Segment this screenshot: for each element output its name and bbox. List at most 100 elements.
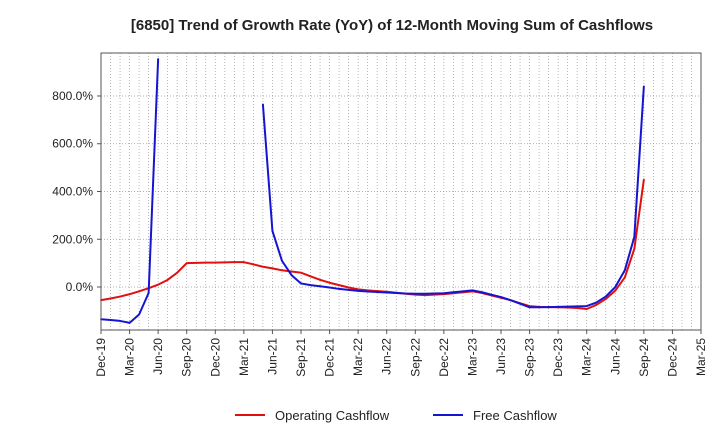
data-point xyxy=(433,292,436,295)
data-point xyxy=(566,305,569,308)
data-point xyxy=(338,288,340,290)
data-point xyxy=(338,284,340,287)
data-point xyxy=(623,276,626,279)
data-point xyxy=(166,278,169,281)
data-point xyxy=(271,230,274,232)
data-point xyxy=(290,274,293,276)
data-point xyxy=(128,321,131,324)
data-point xyxy=(557,305,560,308)
data-point xyxy=(642,85,645,88)
data-point xyxy=(109,297,112,300)
data-point xyxy=(309,275,312,278)
data-point xyxy=(128,293,131,296)
data-point xyxy=(157,283,160,286)
x-tick-label: Mar-24 xyxy=(580,338,594,376)
x-tick-label: Mar-21 xyxy=(237,338,251,376)
data-point xyxy=(481,291,483,294)
data-point xyxy=(585,305,588,308)
y-tick-label: 0.0% xyxy=(66,280,94,294)
data-point xyxy=(614,286,617,288)
data-point xyxy=(204,261,207,264)
x-tick-label: Dec-21 xyxy=(323,338,337,377)
data-point xyxy=(395,292,398,294)
data-point xyxy=(214,261,217,264)
data-point xyxy=(309,284,312,287)
y-tick-label: 400.0% xyxy=(52,185,93,199)
x-tick-label: Sep-21 xyxy=(294,338,308,377)
y-tick-label: 600.0% xyxy=(52,137,93,151)
data-point xyxy=(281,259,283,262)
data-point xyxy=(138,313,140,316)
data-point xyxy=(281,269,283,272)
x-tick-label: Dec-23 xyxy=(551,338,565,377)
data-point xyxy=(576,305,579,308)
data-point xyxy=(452,291,455,294)
x-tick-label: Sep-20 xyxy=(180,338,194,377)
data-point xyxy=(623,269,626,272)
data-point xyxy=(319,285,321,288)
data-point xyxy=(290,270,293,273)
data-point xyxy=(519,302,521,305)
data-point xyxy=(252,263,255,266)
data-point xyxy=(195,261,198,264)
data-point xyxy=(147,292,150,294)
x-tick-label: Mar-20 xyxy=(123,338,137,376)
x-tick-label: Dec-20 xyxy=(208,338,222,377)
x-tick-label: Sep-24 xyxy=(637,338,651,377)
series-layer xyxy=(100,58,645,324)
data-point xyxy=(157,58,160,60)
data-point xyxy=(185,262,188,265)
data-point xyxy=(376,291,379,293)
data-point xyxy=(576,307,579,309)
x-tick-label: Dec-19 xyxy=(94,338,108,377)
data-point xyxy=(347,288,350,291)
data-point xyxy=(604,295,607,298)
chart-title: [6850] Trend of Growth Rate (YoY) of 12-… xyxy=(131,17,653,34)
data-point xyxy=(262,265,264,268)
data-point xyxy=(614,289,617,292)
x-tick-label: Jun-20 xyxy=(151,338,165,375)
x-tick-label: Mar-22 xyxy=(351,338,365,376)
data-point xyxy=(538,306,540,309)
data-point xyxy=(242,261,245,264)
legend-label: Operating Cashflow xyxy=(275,408,390,423)
data-point xyxy=(109,319,112,321)
data-point xyxy=(319,278,321,281)
data-point xyxy=(119,295,121,298)
data-point xyxy=(509,299,512,302)
x-tick-label: Dec-22 xyxy=(437,338,451,377)
data-point xyxy=(262,103,264,106)
data-point xyxy=(585,308,588,310)
data-point xyxy=(347,286,350,289)
data-point xyxy=(633,247,636,250)
data-point xyxy=(642,178,645,181)
x-tick-label: Sep-22 xyxy=(408,338,422,377)
data-point xyxy=(300,282,302,285)
x-tick-label: Jun-22 xyxy=(380,338,394,375)
legend: Operating Cashflow Free Cashflow xyxy=(235,408,557,423)
grid xyxy=(100,53,702,330)
y-tick-label: 200.0% xyxy=(52,232,93,246)
data-point xyxy=(404,292,407,295)
y-axis-ticks: 0.0% 200.0% 400.0% 600.0% 800.0% xyxy=(52,89,101,294)
x-tick-label: Sep-23 xyxy=(523,338,537,377)
data-point xyxy=(414,292,417,295)
x-tick-label: Jun-24 xyxy=(608,338,622,375)
data-point xyxy=(462,290,464,293)
data-point xyxy=(604,298,607,300)
x-tick-label: Mar-25 xyxy=(694,338,708,376)
data-point xyxy=(385,291,388,294)
data-point xyxy=(176,271,179,274)
data-point xyxy=(366,290,369,293)
x-tick-label: Dec-24 xyxy=(665,338,679,377)
data-point xyxy=(442,292,445,295)
data-point xyxy=(328,281,331,284)
data-point xyxy=(528,306,531,309)
data-point xyxy=(233,261,236,264)
data-point xyxy=(595,301,598,304)
x-tick-label: Jun-21 xyxy=(265,338,279,375)
data-point xyxy=(423,292,426,295)
data-point xyxy=(547,306,550,308)
